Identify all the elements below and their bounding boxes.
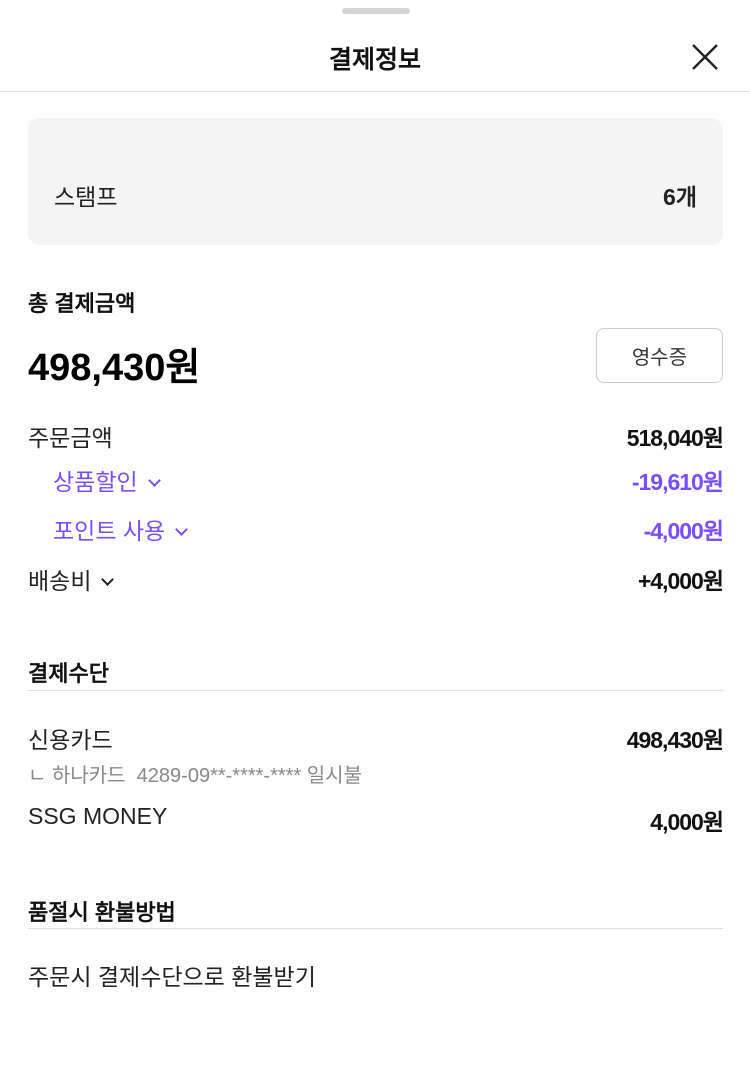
- chevron-down-icon: [175, 523, 189, 536]
- row-label: 배송비: [28, 568, 92, 594]
- row-label: 주문금액: [28, 425, 113, 451]
- refund-title: 품절시 환불방법: [28, 900, 176, 925]
- close-icon: [692, 44, 718, 70]
- chevron-down-icon: [101, 573, 115, 586]
- total-label: 총 결제금액: [28, 291, 136, 316]
- drag-handle[interactable]: [342, 8, 410, 14]
- row-value: -4,000원: [643, 518, 724, 544]
- receipt-button[interactable]: 영수증: [596, 328, 723, 383]
- row-value: -19,610원: [631, 469, 724, 495]
- card-detail: ㄴ 하나카드 4289-09**-****-**** 일시불: [28, 765, 362, 787]
- row-value: 518,040원: [626, 425, 724, 451]
- stamp-count: 6개: [663, 184, 697, 210]
- shipping-fee-row[interactable]: 배송비 +4,000원: [28, 562, 724, 596]
- point-usage-row[interactable]: 포인트 사용 -4,000원: [28, 512, 724, 546]
- row-label: SSG MONEY: [28, 803, 168, 829]
- order-amount-row: 주문금액 518,040원: [28, 419, 724, 453]
- row-value: +4,000원: [637, 568, 724, 594]
- refund-method: 주문시 결제수단으로 환불받기: [28, 964, 316, 990]
- row-label: 신용카드: [28, 727, 113, 753]
- credit-card-row: 신용카드 498,430원: [28, 721, 724, 755]
- close-button[interactable]: [690, 42, 720, 72]
- row-value: 498,430원: [626, 727, 724, 753]
- page-title: 결제정보: [328, 46, 421, 74]
- ssg-money-row: SSG MONEY 4,000원: [28, 803, 724, 835]
- chevron-down-icon: [147, 474, 161, 487]
- row-value: 4,000원: [650, 809, 724, 835]
- row-label: 상품할인: [53, 469, 138, 495]
- product-discount-row[interactable]: 상품할인 -19,610원: [28, 463, 724, 497]
- divider: [28, 690, 723, 691]
- divider: [28, 928, 723, 929]
- stamp-card: 스탬프 6개: [28, 118, 723, 245]
- stamp-label: 스탬프: [54, 184, 118, 210]
- total-amount: 498,430원: [28, 347, 201, 389]
- row-label: 포인트 사용: [53, 518, 166, 544]
- header: 결제정보: [0, 22, 750, 92]
- payment-method-title: 결제수단: [28, 661, 109, 686]
